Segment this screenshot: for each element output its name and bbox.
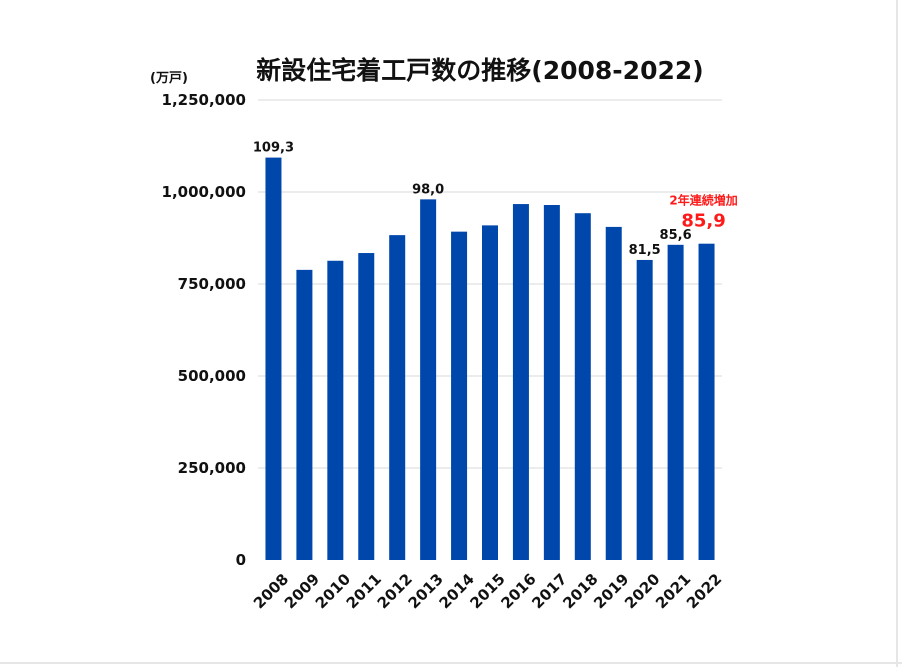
- chart-title: 新設住宅着工戸数の推移(2008-2022): [256, 56, 703, 85]
- bar-2019: [605, 226, 622, 560]
- bar-2012: [389, 235, 406, 560]
- y-axis-ticks: 0 250,000 500,000 750,000 1,000,000 1,250,000: [162, 91, 246, 569]
- x-tick-label: 2021: [652, 570, 694, 612]
- y-tick-label: 1,250,000: [162, 91, 246, 109]
- y-tick-label: 1,000,000: [162, 183, 246, 201]
- data-label: 85,6: [660, 228, 692, 243]
- bar-2016: [512, 204, 529, 561]
- x-tick-label: 2019: [590, 570, 632, 612]
- y-unit-label: (万戸): [150, 71, 188, 86]
- x-tick-label: 2011: [343, 570, 385, 612]
- bar-2014: [451, 231, 468, 560]
- annotation-caption: 2年連続増加: [669, 193, 737, 208]
- bar-2011: [358, 253, 375, 561]
- x-tick-label: 2022: [683, 570, 725, 612]
- frame-bottom-border: [0, 662, 902, 664]
- annotation: 2年連続増加 85,9: [669, 193, 737, 232]
- x-tick-label: 2017: [528, 570, 570, 612]
- data-label: 109,3: [253, 141, 294, 156]
- bars: [265, 157, 715, 561]
- y-tick-label: 500,000: [178, 367, 246, 385]
- x-tick-label: 2015: [467, 570, 509, 612]
- bar-2022: [698, 243, 715, 560]
- bar-2015: [482, 225, 498, 560]
- y-tick-label: 750,000: [178, 275, 246, 293]
- y-tick-label: 0: [236, 551, 246, 569]
- bar-2010: [327, 260, 344, 560]
- x-tick-label: 2008: [250, 570, 292, 612]
- x-tick-label: 2014: [436, 570, 478, 612]
- bar-2018: [574, 213, 591, 561]
- bar-2008: [265, 157, 282, 560]
- data-label: 81,5: [629, 243, 661, 258]
- x-tick-label: 2009: [281, 570, 323, 612]
- bar-2021: [667, 244, 684, 560]
- annotation-value: 85,9: [681, 211, 725, 232]
- bar-2009: [296, 269, 313, 560]
- x-tick-label: 2016: [497, 570, 539, 612]
- bar-2013: [420, 199, 437, 560]
- x-tick-label: 2010: [312, 570, 354, 612]
- data-label: 98,0: [412, 182, 444, 197]
- x-axis-ticks: 2008200920102011201220132014201520162017…: [250, 570, 725, 612]
- frame-right-border: [896, 0, 898, 667]
- bar-2020: [636, 259, 653, 560]
- data-labels: 109,3 98,0 81,585,6: [253, 141, 692, 258]
- x-tick-label: 2012: [374, 570, 416, 612]
- y-tick-label: 250,000: [178, 459, 246, 477]
- x-tick-label: 2013: [405, 570, 447, 612]
- x-tick-label: 2020: [621, 570, 663, 612]
- bar-2017: [543, 205, 560, 560]
